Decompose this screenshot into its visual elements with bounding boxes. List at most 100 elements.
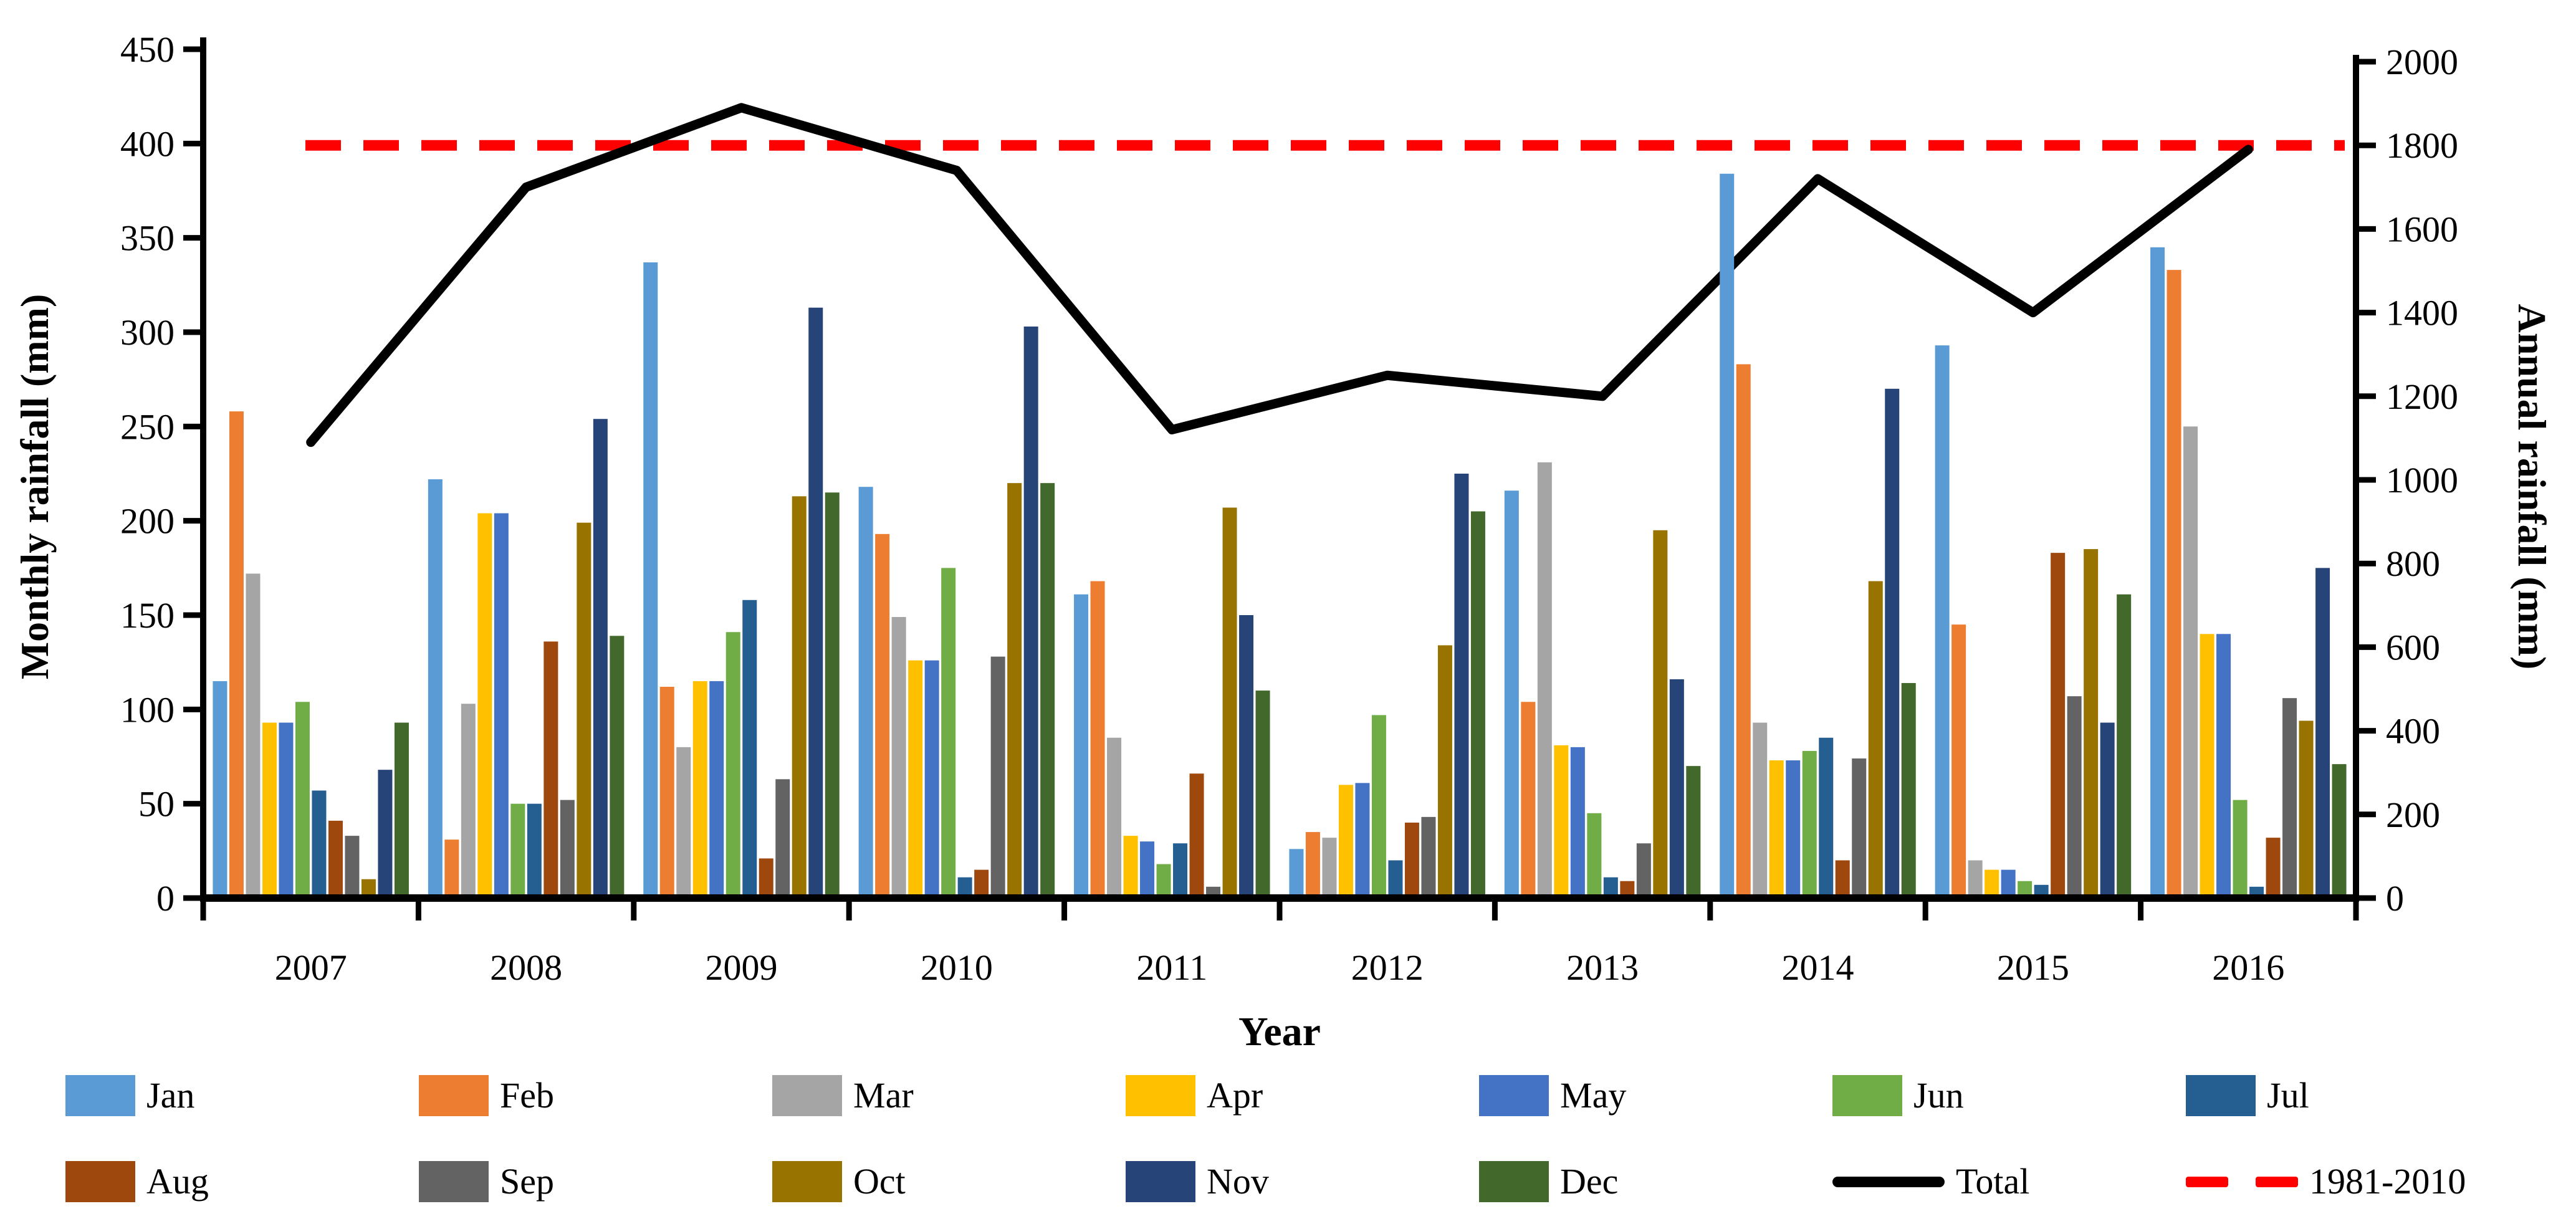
bar-jun-2012 bbox=[1371, 715, 1386, 898]
legend-label-may: May bbox=[1560, 1075, 1627, 1116]
legend-item-dec: Dec bbox=[1479, 1157, 1832, 1207]
bar-jan-2011 bbox=[1074, 594, 1089, 898]
legend-swatch-jul bbox=[2186, 1075, 2256, 1116]
bar-oct-2014 bbox=[1868, 581, 1883, 898]
bar-jun-2015 bbox=[2018, 881, 2033, 898]
bar-may-2010 bbox=[924, 660, 939, 898]
x-axis-year-label: 2007 bbox=[275, 947, 347, 988]
x-axis-year-label: 2016 bbox=[2212, 947, 2284, 988]
left-axis-tick-label: 350 bbox=[120, 218, 175, 259]
bar-apr-2015 bbox=[1985, 869, 1999, 898]
bar-jul-2012 bbox=[1388, 860, 1403, 898]
bar-nov-2011 bbox=[1239, 615, 1254, 898]
legend-swatch-apr bbox=[1126, 1075, 1195, 1116]
bar-jun-2011 bbox=[1156, 864, 1171, 898]
bar-jun-2014 bbox=[1802, 750, 1817, 898]
bar-mar-2010 bbox=[891, 617, 906, 898]
legend-swatch-jan bbox=[65, 1075, 135, 1116]
right-axis-tick-label: 0 bbox=[2386, 878, 2404, 919]
bar-dec-2008 bbox=[610, 636, 625, 898]
bar-aug-2010 bbox=[974, 869, 989, 898]
bar-jan-2014 bbox=[1720, 173, 1735, 898]
legend-item-oct: Oct bbox=[772, 1157, 1126, 1207]
left-axis-tick-label: 400 bbox=[120, 123, 175, 164]
x-axis-year-label: 2014 bbox=[1782, 947, 1854, 988]
x-axis-title: Year bbox=[1238, 1009, 1321, 1054]
left-axis-tick-label: 100 bbox=[120, 689, 175, 730]
legend-label-jul: Jul bbox=[2267, 1075, 2309, 1116]
legend-dashed-line-swatch bbox=[2186, 1176, 2298, 1187]
bar-sep-2014 bbox=[1852, 758, 1867, 898]
bar-jun-2008 bbox=[510, 803, 525, 898]
bar-aug-2015 bbox=[2051, 553, 2066, 898]
bar-feb-2009 bbox=[659, 687, 674, 898]
legend-item-apr: Apr bbox=[1126, 1071, 1479, 1121]
legend-item-nov: Nov bbox=[1126, 1157, 1479, 1207]
bar-sep-2009 bbox=[775, 779, 790, 898]
x-axis-year-label: 2011 bbox=[1136, 947, 1207, 988]
bar-jan-2008 bbox=[428, 479, 443, 898]
bar-oct-2010 bbox=[1007, 483, 1022, 898]
legend-swatch-nov bbox=[1126, 1161, 1195, 1202]
left-axis-title: Monthly rainfall (mm) bbox=[12, 294, 57, 680]
bar-jun-2009 bbox=[725, 632, 740, 898]
bar-jan-2016 bbox=[2150, 247, 2165, 898]
bar-dec-2012 bbox=[1470, 511, 1485, 898]
bar-may-2014 bbox=[1786, 760, 1801, 898]
bar-nov-2012 bbox=[1454, 474, 1469, 898]
right-axis-tick-label: 1800 bbox=[2386, 125, 2458, 166]
legend-swatch-oct bbox=[772, 1161, 842, 1202]
legend-item-1981-2010: 1981-2010 bbox=[2186, 1157, 2539, 1207]
bar-oct-2008 bbox=[577, 522, 591, 898]
bar-sep-2007 bbox=[345, 836, 360, 898]
bar-apr-2008 bbox=[477, 513, 492, 898]
legend-item-mar: Mar bbox=[772, 1071, 1126, 1121]
legend-item-feb: Feb bbox=[419, 1071, 772, 1121]
legend-label-jan: Jan bbox=[146, 1075, 195, 1116]
legend-item-may: May bbox=[1479, 1071, 1832, 1121]
bar-aug-2011 bbox=[1189, 773, 1204, 898]
left-axis-tick-label: 0 bbox=[156, 878, 175, 919]
legend-item-jul: Jul bbox=[2186, 1071, 2539, 1121]
bar-oct-2013 bbox=[1653, 530, 1668, 898]
bar-nov-2010 bbox=[1023, 326, 1038, 898]
bar-mar-2012 bbox=[1322, 838, 1337, 898]
x-axis-year-label: 2009 bbox=[706, 947, 778, 988]
legend-label-mar: Mar bbox=[853, 1075, 914, 1116]
legend-item-aug: Aug bbox=[65, 1157, 419, 1207]
bar-jul-2010 bbox=[957, 877, 972, 898]
bar-apr-2012 bbox=[1338, 785, 1353, 898]
bar-mar-2009 bbox=[676, 747, 691, 898]
bar-jan-2009 bbox=[643, 262, 658, 899]
bar-sep-2010 bbox=[990, 656, 1005, 898]
bar-aug-2014 bbox=[1835, 860, 1850, 898]
bar-jul-2007 bbox=[312, 790, 327, 898]
bar-apr-2016 bbox=[2200, 634, 2214, 898]
legend-row-2: Aug Sep Oct Nov Dec Total 1981-2010 bbox=[65, 1157, 2552, 1207]
legend-swatch-sep bbox=[419, 1161, 489, 1202]
bar-nov-2007 bbox=[378, 770, 393, 898]
bar-aug-2012 bbox=[1404, 822, 1419, 898]
bar-sep-2016 bbox=[2282, 698, 2297, 898]
legend-label-jun: Jun bbox=[1913, 1075, 1964, 1116]
left-axis-tick-label: 300 bbox=[120, 312, 175, 353]
legend-label-oct: Oct bbox=[853, 1161, 906, 1202]
bar-aug-2007 bbox=[328, 820, 343, 898]
bar-oct-2009 bbox=[792, 496, 807, 898]
legend-label-aug: Aug bbox=[146, 1161, 209, 1202]
bar-mar-2011 bbox=[1107, 737, 1122, 898]
right-axis-tick-label: 2000 bbox=[2386, 42, 2458, 82]
left-axis-tick-label: 450 bbox=[120, 29, 175, 70]
bar-jul-2011 bbox=[1173, 843, 1188, 898]
red-dash-segment bbox=[2186, 1176, 2228, 1187]
bar-jan-2010 bbox=[858, 487, 873, 898]
bar-apr-2009 bbox=[692, 681, 707, 898]
legend-swatch-feb bbox=[419, 1075, 489, 1116]
right-axis-tick-label: 400 bbox=[2386, 711, 2440, 752]
bar-aug-2008 bbox=[543, 641, 558, 898]
bar-feb-2014 bbox=[1736, 364, 1751, 898]
bar-jan-2012 bbox=[1289, 849, 1304, 898]
bar-nov-2008 bbox=[593, 419, 608, 898]
